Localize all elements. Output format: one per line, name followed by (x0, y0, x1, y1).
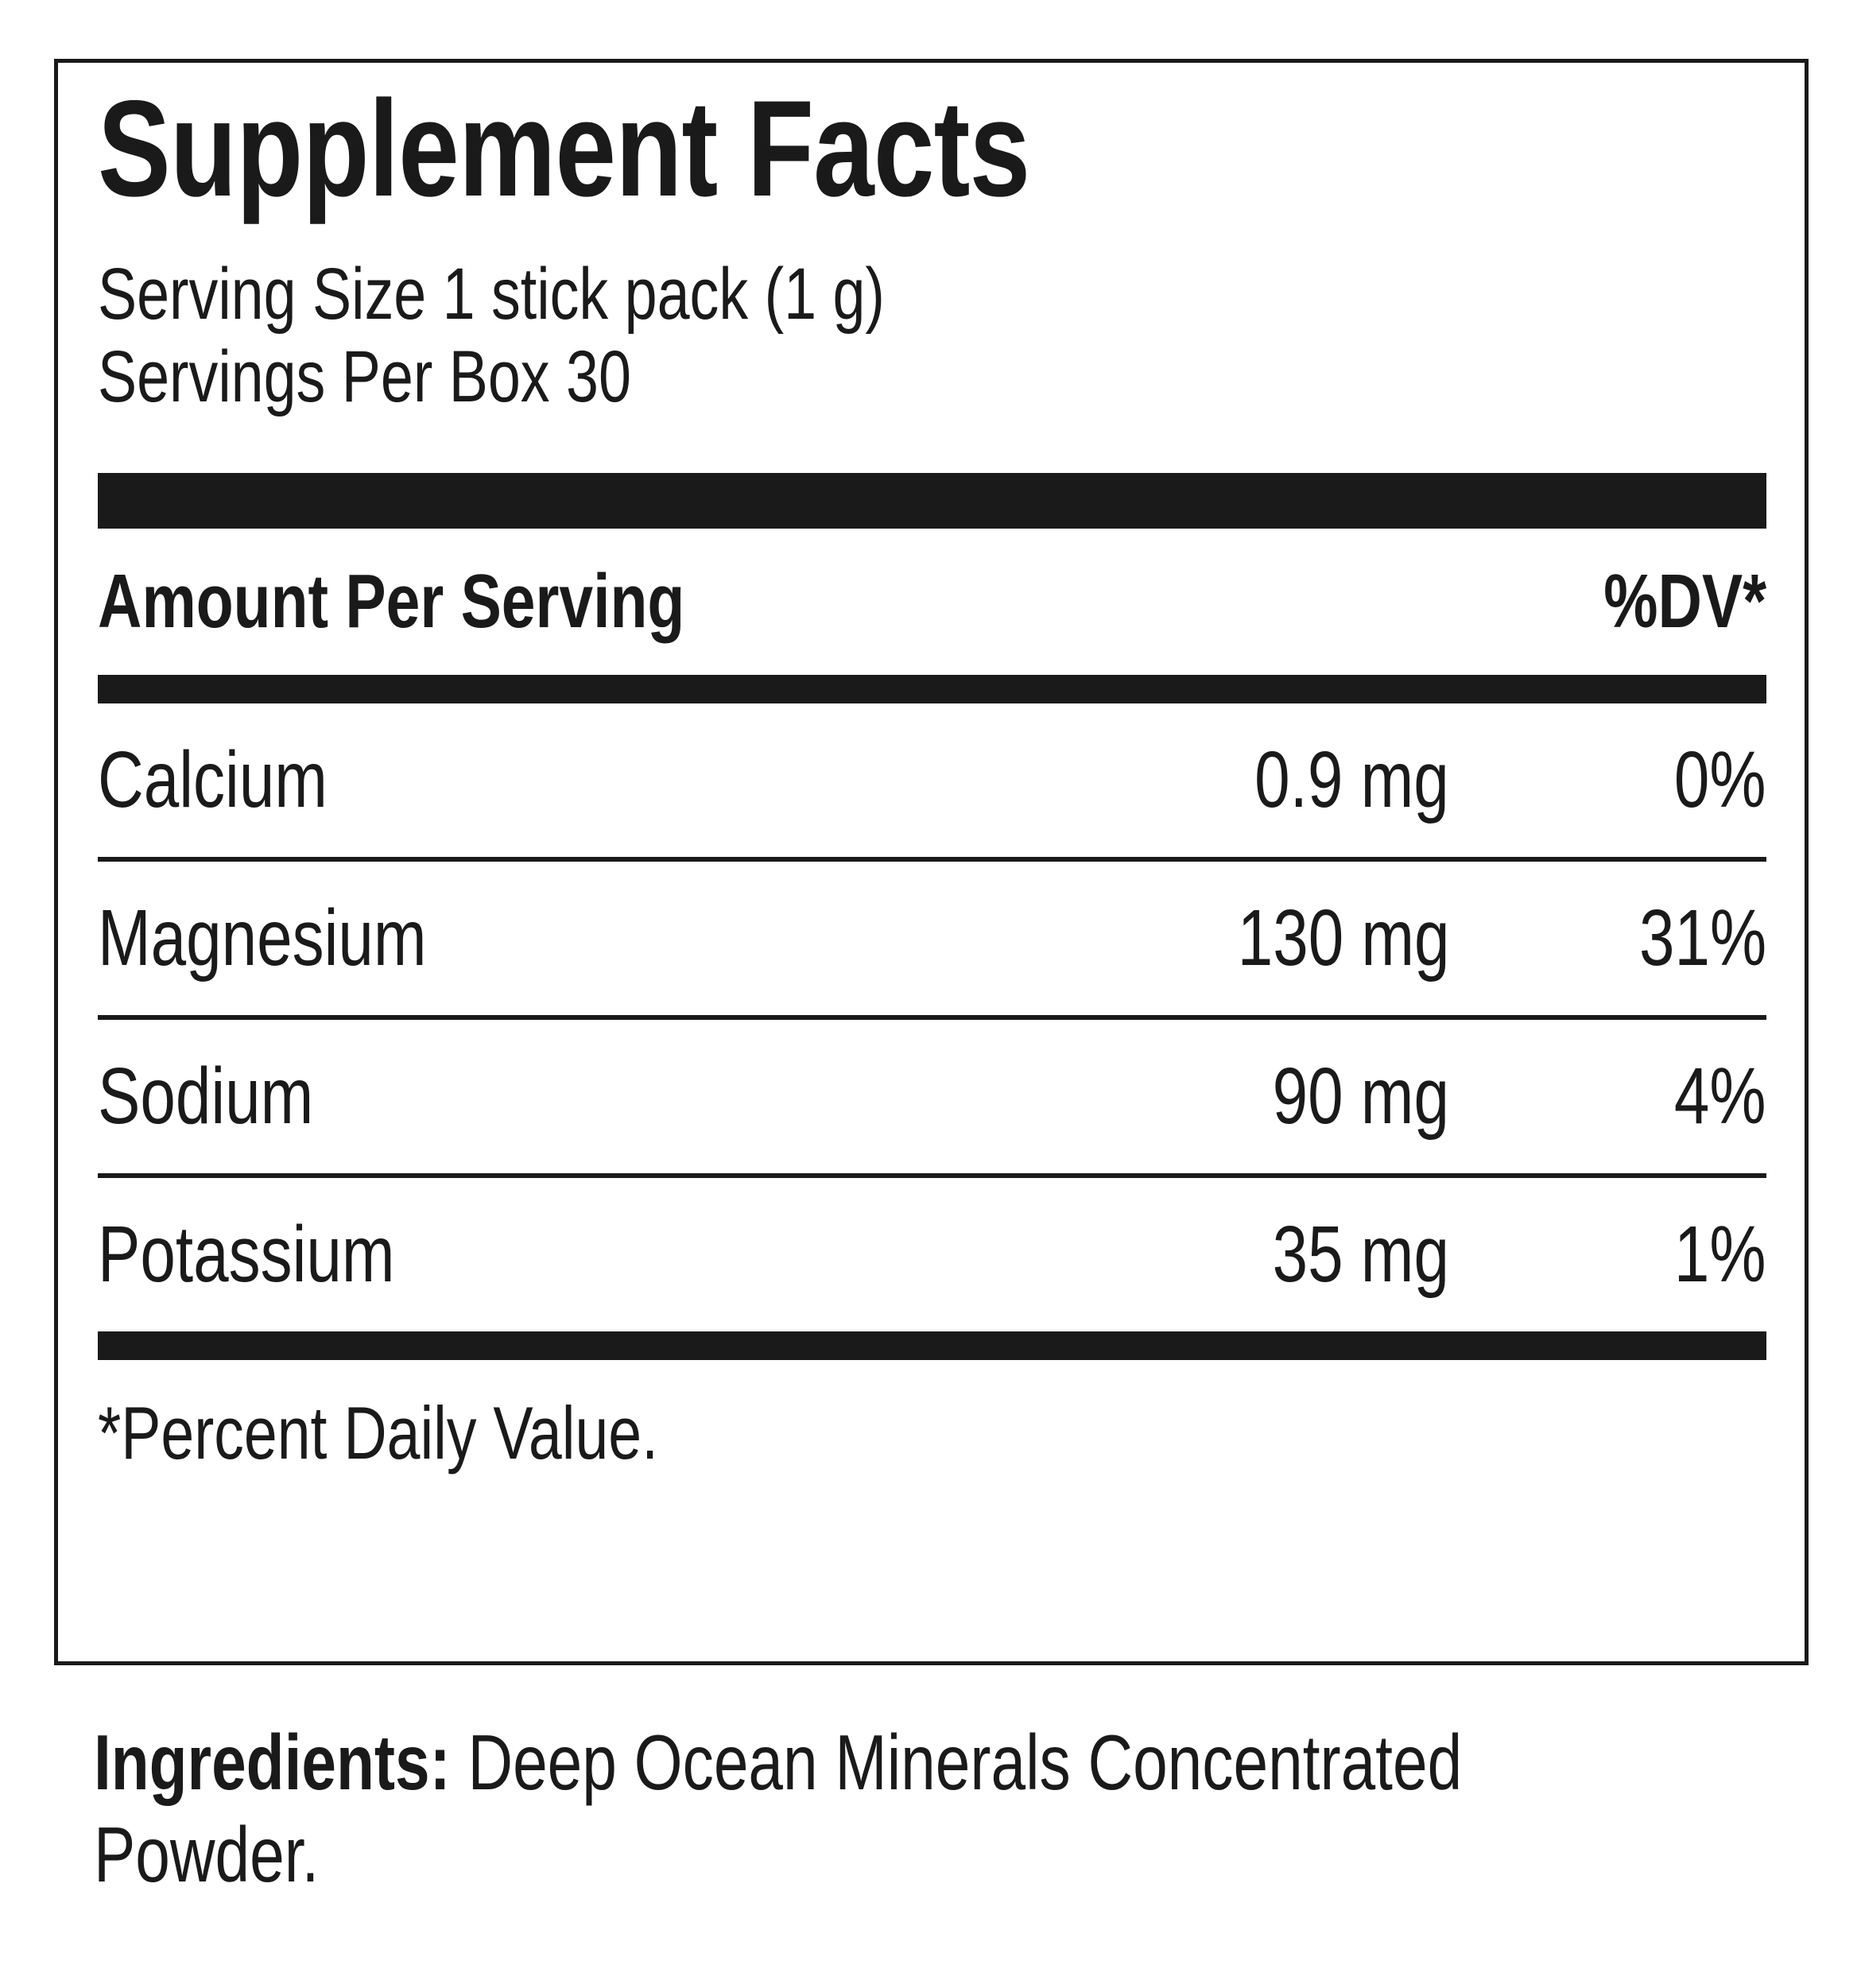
nutrient-name: Potassium (98, 1209, 395, 1299)
ingredients-label: Ingredients: (94, 1719, 451, 1806)
nutrient-dv: 31% (1638, 893, 1766, 982)
table-header-row: Amount Per Serving %DV* (98, 529, 1766, 675)
nutrient-dv-cell: 0% (1449, 703, 1766, 857)
nutrient-amount-cell: 35 mg (982, 1178, 1449, 1331)
page-title: Supplement Facts (98, 72, 1030, 225)
nutrient-amount-cell: 90 mg (982, 1020, 1449, 1173)
nutrient-amount: 0.9 mg (1254, 734, 1450, 824)
servings-per-container-text: Servings Per Box 30 (98, 335, 631, 417)
nutrient-dv-cell: 31% (1449, 862, 1766, 1015)
ingredients-text: Deep Ocean Minerals Concentrated Powder. (94, 1719, 1463, 1898)
nutrient-name-cell: Sodium (98, 1020, 982, 1173)
nutrient-dv: 0% (1674, 734, 1766, 824)
nutrient-name-cell: Magnesium (98, 862, 982, 1015)
nutrient-amount-cell: 130 mg (982, 862, 1449, 1015)
row-divider (98, 1172, 1766, 1178)
nutrient-amount-cell: 0.9 mg (982, 703, 1450, 857)
nutrient-amount: 130 mg (1237, 893, 1450, 982)
nutrient-amount: 35 mg (1272, 1209, 1450, 1299)
nutrient-dv-cell: 4% (1449, 1020, 1766, 1173)
ingredients-section: Ingredients: Deep Ocean Minerals Concent… (94, 1717, 1493, 1901)
panel-inner: Supplement Facts Serving Size 1 stick pa… (98, 80, 1766, 1474)
nutrient-rows-table: Magnesium 130 mg 31% (98, 862, 1766, 1015)
header-amount-label: Amount Per Serving (98, 558, 685, 644)
nutrient-name: Calcium (98, 734, 328, 824)
header-rule-thick (98, 472, 1766, 529)
nutrient-dv-cell: 1% (1449, 1178, 1766, 1331)
nutrient-dv: 4% (1674, 1051, 1766, 1141)
table-row: Magnesium 130 mg 31% (98, 862, 1766, 1015)
nutrient-rows-table: Potassium 35 mg 1% (98, 1178, 1766, 1331)
nutrient-amount: 90 mg (1272, 1051, 1450, 1141)
nutrition-table: Amount Per Serving %DV* (98, 529, 1766, 675)
nutrient-name: Magnesium (98, 893, 427, 982)
table-row: Potassium 35 mg 1% (98, 1178, 1766, 1331)
header-spacer-cell (982, 529, 1449, 675)
daily-value-footnote: *Percent Daily Value. (98, 1390, 658, 1475)
nutrient-name-cell: Calcium (98, 703, 982, 857)
serving-info: Serving Size 1 stick pack (1 g) Servings… (98, 254, 1766, 419)
nutrient-rows-table: Calcium 0.9 mg 0% (98, 703, 1766, 857)
serving-size-text: Serving Size 1 stick pack (1 g) (98, 254, 885, 335)
nutrient-dv: 1% (1674, 1209, 1766, 1299)
header-rule-medium (98, 674, 1766, 703)
row-divider (98, 856, 1766, 862)
supplement-facts-panel: Supplement Facts Serving Size 1 stick pa… (54, 59, 1809, 1665)
spacer-before-header-rule (98, 419, 1766, 473)
row-divider (98, 1014, 1766, 1020)
footer-rule-medium (98, 1331, 1766, 1360)
header-amount-per-serving: Amount Per Serving (98, 529, 982, 675)
header-dv-label: %DV* (1603, 558, 1766, 644)
table-row: Calcium 0.9 mg 0% (98, 703, 1766, 857)
nutrient-rows-table: Sodium 90 mg 4% (98, 1020, 1766, 1173)
nutrient-name-cell: Potassium (98, 1178, 982, 1331)
table-row: Sodium 90 mg 4% (98, 1020, 1766, 1173)
nutrient-name: Sodium (98, 1051, 314, 1141)
header-daily-value: %DV* (1449, 529, 1766, 675)
